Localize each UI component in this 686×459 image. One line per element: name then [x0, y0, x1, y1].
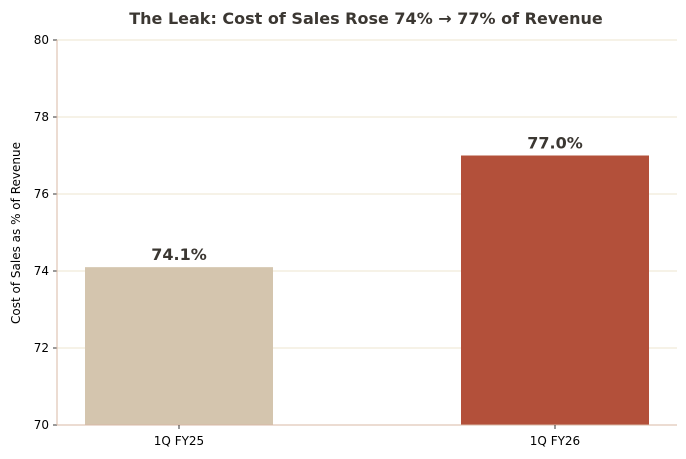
y-tick-label: 70	[34, 418, 49, 432]
y-tick-label: 74	[34, 264, 49, 278]
x-tick-label: 1Q FY25	[154, 434, 204, 448]
axes: 70 72 74 76 78 80 1Q FY25 1Q FY26	[34, 33, 677, 448]
y-tick-label: 80	[34, 33, 49, 47]
chart-title: The Leak: Cost of Sales Rose 74% → 77% o…	[129, 9, 603, 28]
bar-1q-fy25	[85, 267, 273, 425]
y-tick-label: 78	[34, 110, 49, 124]
bar-value-label: 77.0%	[527, 134, 583, 153]
y-axis-label: Cost of Sales as % of Revenue	[9, 142, 23, 324]
bars	[85, 155, 649, 425]
bar-value-label: 74.1%	[151, 245, 207, 264]
y-tick-label: 76	[34, 187, 49, 201]
x-tick-label: 1Q FY26	[530, 434, 580, 448]
y-tick-label: 72	[34, 341, 49, 355]
bar-1q-fy26	[461, 155, 649, 425]
value-labels: 74.1% 77.0%	[151, 134, 583, 265]
